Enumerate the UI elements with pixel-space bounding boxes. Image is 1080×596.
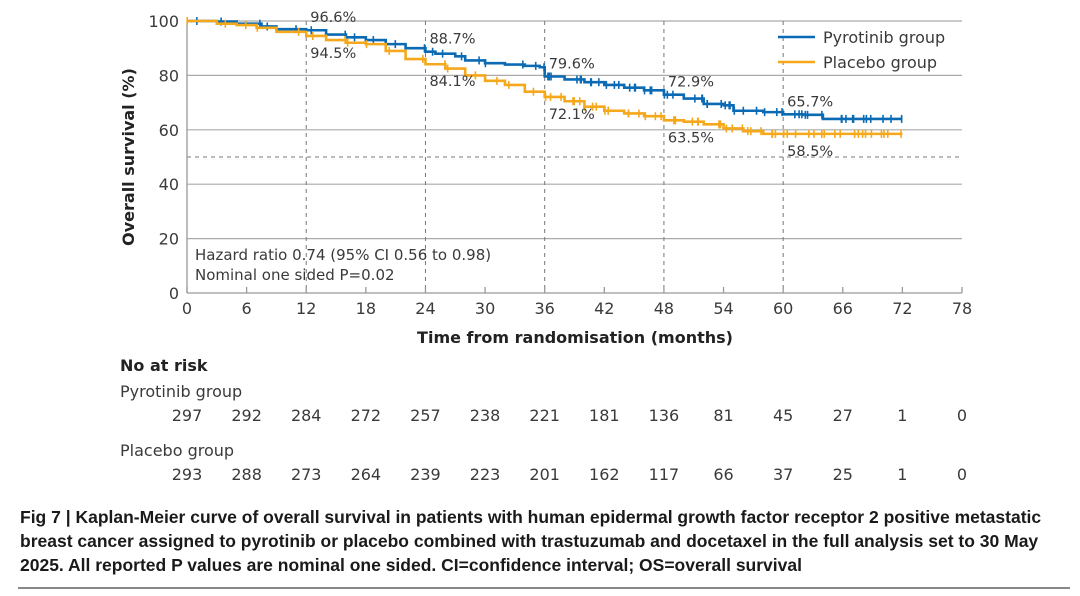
- x-tick-label: 78: [952, 299, 972, 318]
- landmark-labels: 96.6% 88.7% 79.6% 72.9% 65.7% 94.5% 84.1% 72.1%…: [310, 10, 833, 160]
- risk-count: 27: [832, 406, 853, 425]
- y-tick-label: 0: [169, 284, 179, 303]
- series-layer: [186, 17, 903, 138]
- x-tick-label: 48: [654, 299, 674, 318]
- placebo-landmark-label: 63.5%: [668, 130, 714, 146]
- grid-layer: [187, 20, 962, 293]
- caption-divider: [18, 587, 1070, 589]
- risk-count: 272: [350, 406, 382, 425]
- x-tick-label: 18: [356, 299, 376, 318]
- pyrotinib-landmark-label: 65.7%: [787, 94, 833, 110]
- x-tick-label: 36: [535, 299, 555, 318]
- risk-count: 284: [290, 406, 322, 425]
- risk-count: 223: [469, 465, 501, 484]
- placebo-curve: [187, 19, 903, 136]
- y-tick-label: 100: [148, 12, 179, 31]
- risk-count: 136: [648, 406, 680, 425]
- risk-group-label-pyrotinib: Pyrotinib group: [120, 382, 243, 401]
- risk-count: 37: [772, 465, 794, 484]
- risk-table-title: No at risk: [120, 356, 208, 375]
- risk-count: 0: [956, 465, 968, 484]
- y-tick-label: 60: [159, 121, 179, 140]
- x-axis-title: Time from randomisation (months): [417, 328, 733, 347]
- y-axis-title: Overall survival (%): [119, 68, 138, 246]
- pyrotinib-landmark-label: 79.6%: [549, 56, 595, 72]
- x-tick-label: 0: [182, 299, 192, 318]
- x-tick-label: 12: [296, 299, 316, 318]
- risk-count: 1: [897, 406, 908, 425]
- risk-count: 297: [171, 406, 203, 425]
- placebo-landmark-label: 84.1%: [429, 74, 475, 90]
- x-tick-label: 42: [594, 299, 614, 318]
- figure-caption: Fig 7 | Kaplan-Meier curve of overall su…: [20, 507, 1042, 575]
- risk-count: 45: [772, 406, 794, 425]
- risk-count: 0: [956, 406, 968, 425]
- x-tick-label: 54: [713, 299, 733, 318]
- x-tick-label: 6: [242, 299, 252, 318]
- y-tick-label: 20: [159, 230, 179, 249]
- x-tick-label: 60: [773, 299, 793, 318]
- risk-count: 117: [648, 465, 680, 484]
- risk-count: 292: [231, 406, 262, 425]
- p-value-annotation: Nominal one sided P=0.02: [195, 266, 395, 284]
- risk-count: 25: [832, 465, 853, 484]
- y-tick-label: 40: [159, 175, 179, 194]
- risk-count: 1: [897, 465, 908, 484]
- pyrotinib-landmark-label: 72.9%: [668, 75, 714, 91]
- x-tick-label: 66: [833, 299, 853, 318]
- hazard-ratio-annotation: Hazard ratio 0.74 (95% CI 0.56 to 0.98): [195, 246, 491, 264]
- legend: Pyrotinib group Placebo group: [778, 28, 945, 72]
- risk-count: 66: [713, 465, 734, 484]
- legend-label-placebo: Placebo group: [823, 53, 937, 72]
- risk-count: 238: [469, 406, 501, 425]
- x-tick-label: 24: [415, 299, 435, 318]
- placebo-landmark-label: 94.5%: [310, 46, 356, 62]
- risk-count: 239: [410, 465, 441, 484]
- pyrotinib-landmark-label: 88.7%: [429, 32, 475, 48]
- risk-group-label-placebo: Placebo group: [120, 441, 235, 460]
- y-tick-label: 80: [159, 66, 179, 85]
- risk-count: 288: [231, 465, 262, 484]
- risk-count: 257: [410, 406, 441, 425]
- placebo-landmark-label: 72.1%: [549, 107, 595, 123]
- risk-count: 293: [171, 465, 203, 484]
- legend-label-pyrotinib: Pyrotinib group: [823, 28, 945, 47]
- risk-count: 221: [529, 406, 560, 425]
- pyrotinib-landmark-label: 96.6%: [310, 10, 356, 26]
- placebo-landmark-label: 58.5%: [787, 144, 833, 160]
- x-tick-label: 72: [892, 299, 912, 318]
- risk-count: 201: [529, 465, 560, 484]
- axes-layer: 0 20 40 60 80 100 0 6 12 18 24 30 36 42 48 54 60 66 72 78: [148, 12, 972, 318]
- x-tick-label: 30: [475, 299, 495, 318]
- risk-count: 81: [713, 406, 734, 425]
- risk-count: 264: [350, 465, 382, 484]
- risk-count: 162: [589, 465, 620, 484]
- risk-count: 273: [290, 465, 322, 484]
- risk-count: 181: [589, 406, 620, 425]
